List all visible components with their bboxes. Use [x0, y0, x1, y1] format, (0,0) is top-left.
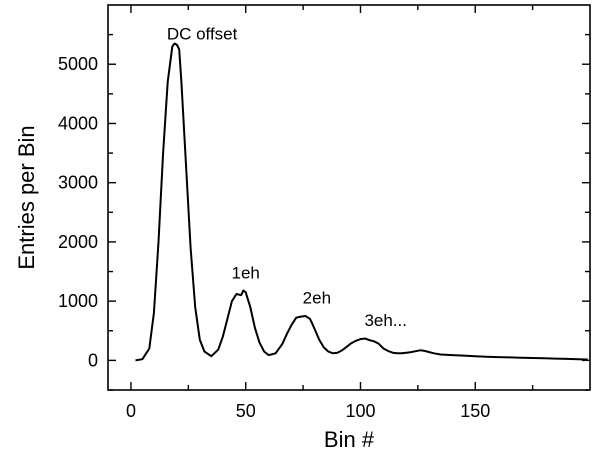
y-tick-label: 3000	[58, 173, 98, 193]
y-tick-label: 1000	[58, 291, 98, 311]
annotations: DC offset 1eh 2eh 3eh...	[167, 24, 407, 330]
y-tick-label: 0	[88, 350, 98, 370]
x-tick-label: 0	[126, 401, 136, 421]
annotation-label: DC offset	[167, 24, 238, 43]
x-tick-label: 150	[460, 401, 490, 421]
x-axis-title: Bin #	[324, 427, 375, 452]
annotation-label: 2eh	[303, 289, 331, 308]
y-axis: 0 1000 2000 3000 4000 5000	[58, 33, 590, 391]
plot-border	[107, 4, 591, 391]
y-tick-label: 5000	[58, 54, 98, 74]
y-axis-title: Entries per Bin	[14, 125, 39, 269]
series-line-0	[135, 42, 588, 362]
y-tick-label: 2000	[58, 232, 98, 252]
x-tick-label: 50	[236, 401, 256, 421]
annotation-label: 3eh...	[364, 311, 407, 330]
x-tick-label: 100	[345, 401, 375, 421]
plot-frame	[107, 4, 591, 391]
series-layer	[135, 42, 588, 362]
y-tick-label: 4000	[58, 113, 98, 133]
annotation-label: 1eh	[232, 264, 260, 283]
x-axis: 0 50 100 150	[126, 5, 534, 421]
